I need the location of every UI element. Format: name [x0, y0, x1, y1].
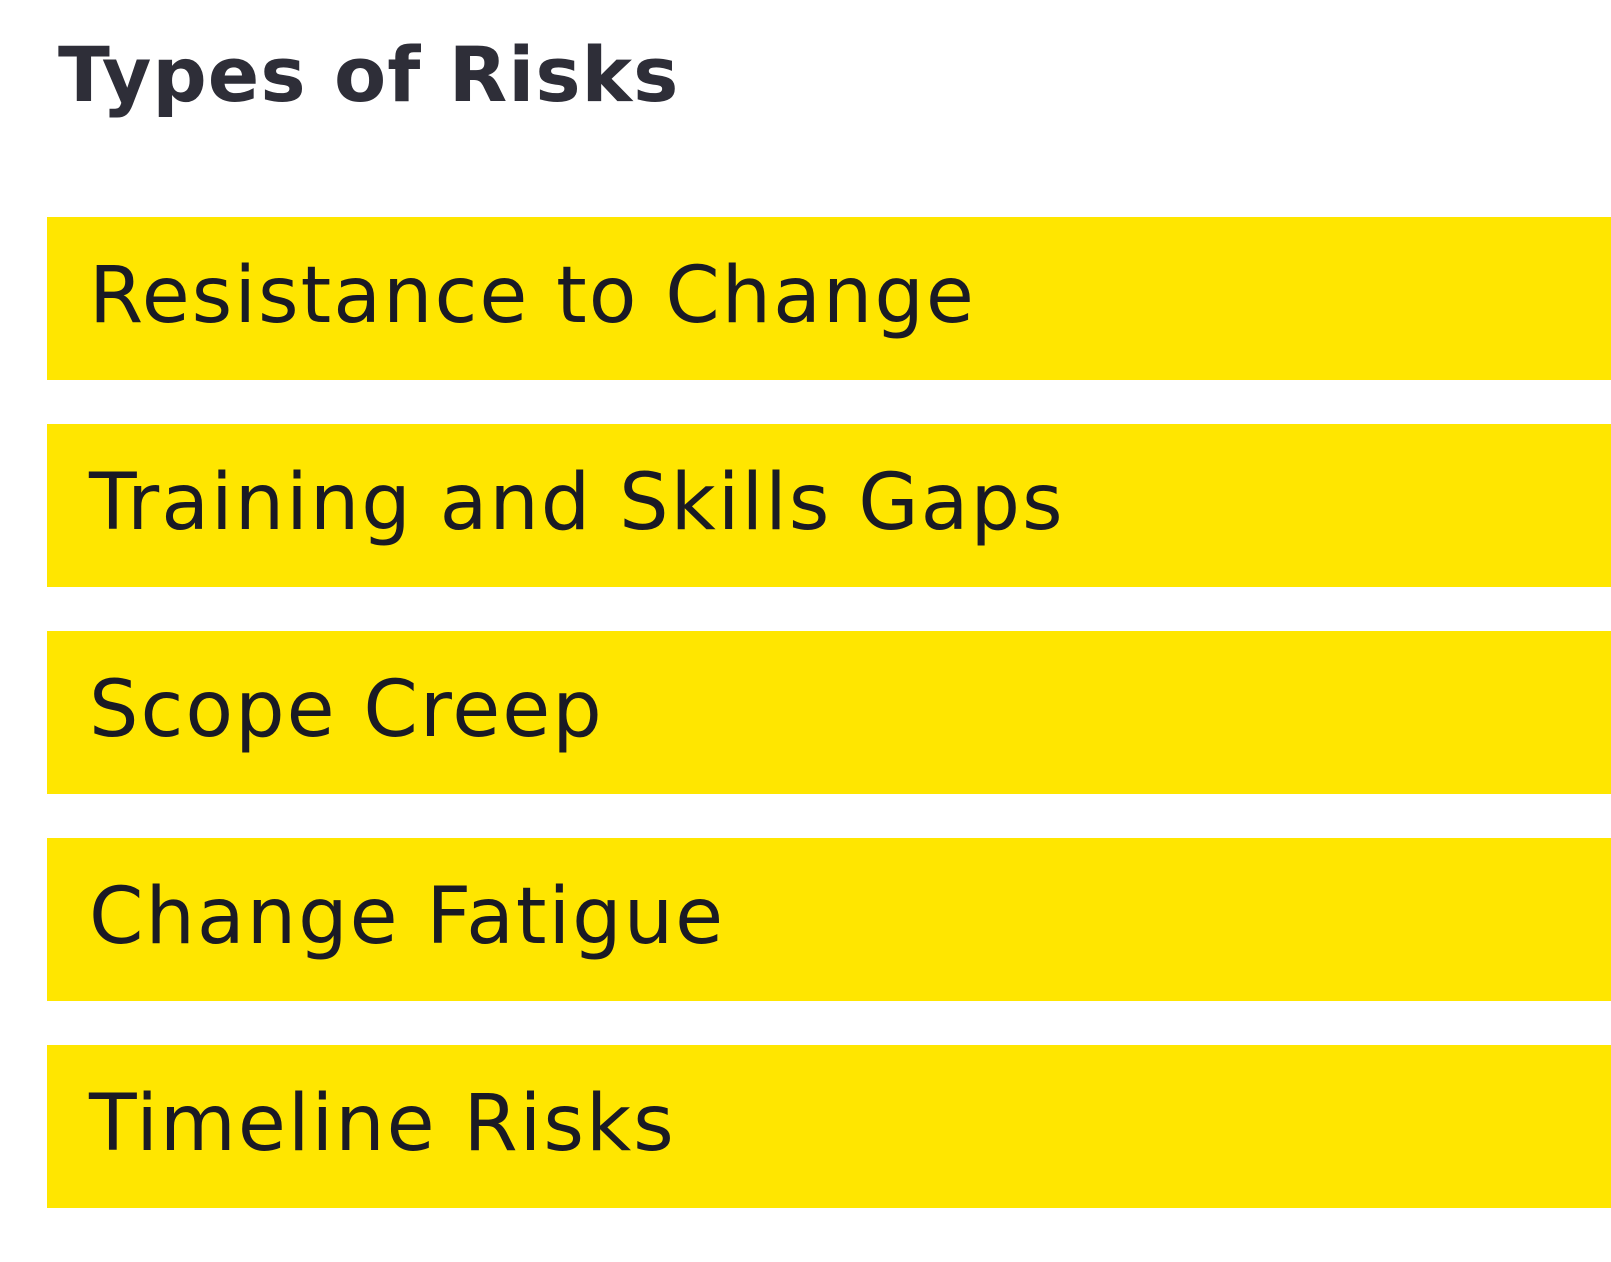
risk-item-resistance-to-change[interactable]: Resistance to Change	[47, 217, 1611, 380]
risk-item-label: Resistance to Change	[89, 250, 976, 341]
risk-item-label: Timeline Risks	[89, 1078, 676, 1169]
risk-item-label: Scope Creep	[89, 664, 604, 755]
risk-item-label: Change Fatigue	[89, 871, 726, 962]
risk-item-label: Training and Skills Gaps	[89, 457, 1065, 548]
risk-list: Resistance to Change Training and Skills…	[47, 217, 1611, 1208]
risk-item-scope-creep[interactable]: Scope Creep	[47, 631, 1611, 794]
page-title: Types of Risks	[58, 30, 680, 119]
risk-item-change-fatigue[interactable]: Change Fatigue	[47, 838, 1611, 1001]
risk-item-timeline-risks[interactable]: Timeline Risks	[47, 1045, 1611, 1208]
risk-item-training-and-skills-gaps[interactable]: Training and Skills Gaps	[47, 424, 1611, 587]
